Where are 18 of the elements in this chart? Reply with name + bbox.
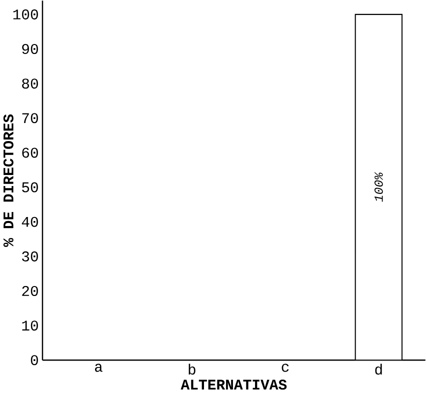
y-tick-label: 60 [22,148,38,158]
y-tick-label: 70 [22,113,38,124]
x-tick-label: b [188,364,196,375]
y-tick-label: 0 [30,355,38,366]
x-tick-label: a [95,364,102,372]
data-label: 100% [374,172,383,202]
x-tick-label: c [282,364,289,372]
y-tick-label: 10 [22,320,38,331]
y-tick-label: 50 [22,182,38,192]
y-tick-label: 30 [22,251,38,262]
y-tick-label: 80 [22,78,38,89]
y-tick-label: 40 [22,216,38,227]
y-tick-label: 100 [13,9,38,20]
x-axis-title: ALTERNATIVAS [180,380,287,390]
x-tick-label: d [375,364,382,375]
y-tick-label: 20 [22,286,38,296]
y-tick-label: 90 [22,44,38,54]
y-axis-title: % DE DIRECTORES [3,114,14,247]
